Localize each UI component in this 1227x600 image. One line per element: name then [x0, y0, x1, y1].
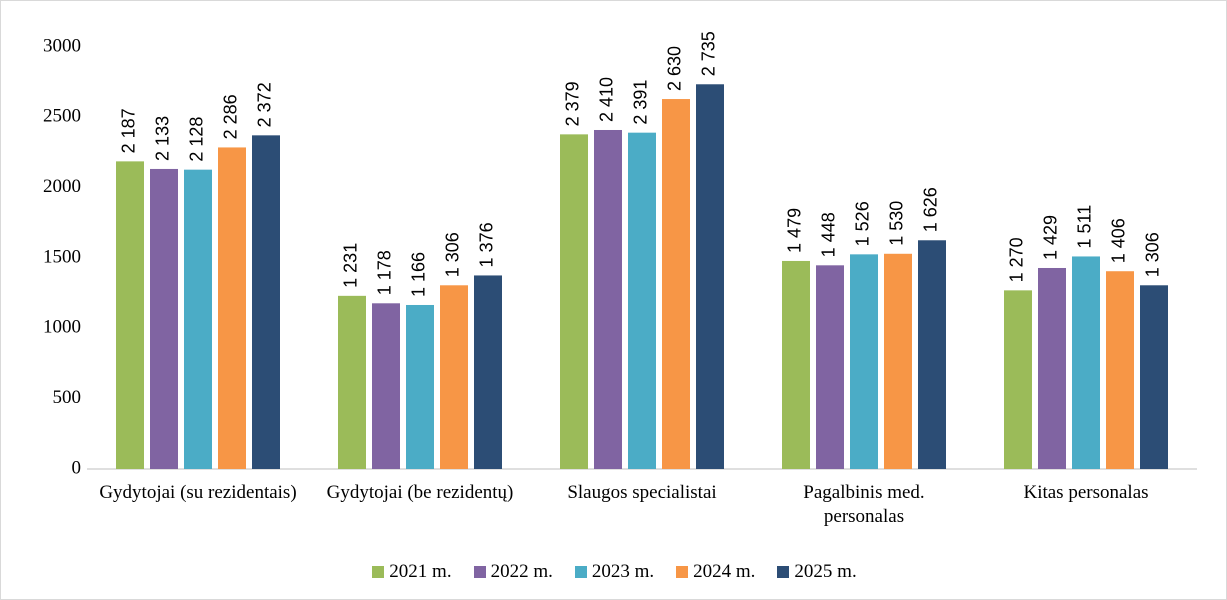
legend-item: 2023 m. [574, 561, 655, 583]
bar [1072, 256, 1100, 469]
legend-label: 2023 m. [591, 561, 655, 582]
legend-item: 2024 m. [676, 561, 755, 583]
value-label: 1 270 [1007, 237, 1027, 282]
y-tick-label: 2000 [43, 176, 81, 197]
value-label: 2 128 [187, 117, 207, 162]
value-label: 1 231 [341, 243, 361, 288]
value-label: 1 448 [819, 212, 839, 257]
value-label: 2 187 [119, 108, 139, 153]
value-label: 1 166 [409, 252, 429, 297]
value-label: 2 286 [221, 94, 241, 139]
x-tick-label: Gydytojai (su rezidentais) [99, 482, 297, 503]
bar [1004, 290, 1032, 469]
y-tick-label: 1500 [43, 246, 81, 267]
bar [696, 84, 724, 469]
value-label: 1 479 [785, 208, 805, 253]
legend-swatch [676, 566, 689, 578]
value-label: 1 526 [853, 201, 873, 246]
y-tick-label: 0 [72, 457, 82, 478]
legend-swatch [777, 566, 790, 578]
bar [252, 135, 280, 469]
x-tick-label: Pagalbinis med. personalas [803, 482, 925, 527]
bar [406, 304, 434, 469]
x-tick-label: Slaugos specialistai [567, 482, 717, 503]
value-label: 1 530 [887, 201, 907, 246]
value-label: 2 133 [153, 116, 173, 161]
y-tick-label: 3000 [43, 35, 81, 56]
value-label: 2 410 [597, 77, 617, 122]
bar [372, 303, 400, 469]
y-tick-label: 1000 [43, 317, 81, 338]
value-label: 2 372 [255, 82, 275, 127]
bar [184, 169, 212, 470]
value-label: 1 626 [921, 187, 941, 232]
bar [560, 134, 588, 469]
bar [594, 129, 622, 469]
value-label: 2 379 [563, 81, 583, 126]
bar [440, 285, 468, 469]
legend-label: 2025 m. [794, 561, 857, 582]
value-label: 2 630 [665, 46, 685, 91]
value-label: 1 406 [1109, 218, 1129, 263]
bar [782, 260, 810, 469]
bar [850, 254, 878, 469]
legend-swatch [372, 566, 385, 578]
bar [1038, 267, 1066, 469]
bar [628, 132, 656, 469]
legend-swatch [473, 566, 486, 578]
legend: 2021 m. 2022 m. 2023 m. 2024 m. 2025 m. [1, 561, 1227, 583]
bar [662, 99, 690, 470]
value-label: 1 306 [443, 232, 463, 277]
value-label: 2 391 [631, 80, 651, 125]
value-label: 2 735 [699, 31, 719, 76]
legend-label: 2024 m. [693, 561, 756, 582]
legend-item: 2022 m. [473, 561, 553, 583]
x-tick-label: Gydytojai (be rezidentų) [326, 482, 514, 503]
value-label: 1 429 [1041, 215, 1061, 260]
bar [1106, 271, 1134, 469]
bar [884, 253, 912, 469]
value-label: 1 306 [1143, 232, 1163, 277]
bar [150, 168, 178, 469]
value-label: 1 376 [477, 222, 497, 267]
x-tick-label: Kitas personalas [1023, 482, 1149, 503]
bar [218, 147, 246, 469]
bar [816, 265, 844, 469]
legend-item: 2021 m. [372, 561, 452, 583]
y-tick-label: 500 [53, 387, 82, 408]
legend-label: 2022 m. [490, 561, 553, 582]
legend-label: 2021 m. [389, 561, 452, 582]
legend-item: 2025 m. [777, 561, 857, 583]
bar [116, 161, 144, 469]
legend-swatch [574, 566, 587, 578]
bar [1140, 285, 1168, 469]
value-label: 1 178 [375, 250, 395, 295]
value-label: 1 511 [1075, 205, 1095, 249]
bar [474, 275, 502, 469]
bar [338, 295, 366, 469]
y-tick-label: 2500 [43, 106, 81, 127]
bar [918, 240, 946, 469]
